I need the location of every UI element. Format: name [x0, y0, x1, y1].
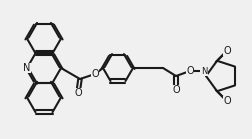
- Text: O: O: [172, 85, 179, 95]
- Text: O: O: [91, 69, 99, 79]
- Text: O: O: [222, 96, 230, 106]
- Text: N: N: [23, 63, 30, 73]
- Text: N: N: [200, 66, 206, 75]
- Text: O: O: [222, 46, 230, 56]
- Text: O: O: [74, 88, 81, 98]
- Text: O: O: [185, 66, 193, 76]
